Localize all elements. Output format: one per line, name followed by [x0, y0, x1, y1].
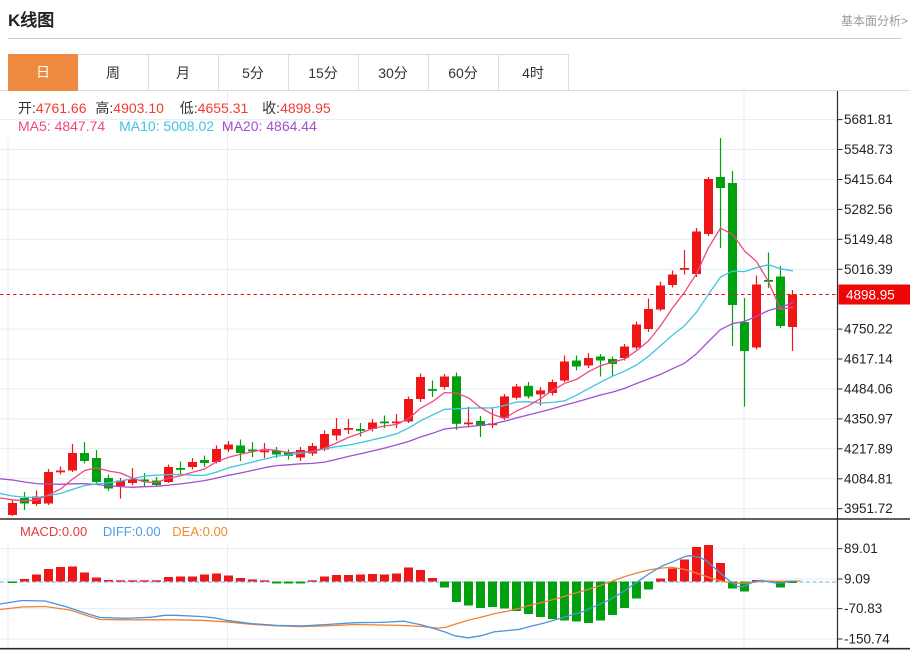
svg-text:89.01: 89.01: [844, 541, 878, 556]
svg-text:4750.22: 4750.22: [844, 322, 893, 337]
svg-text:5681.81: 5681.81: [844, 112, 893, 127]
svg-text:5149.48: 5149.48: [844, 232, 893, 247]
svg-text:5282.56: 5282.56: [844, 202, 893, 217]
svg-text:4350.97: 4350.97: [844, 411, 893, 426]
svg-text:3951.72: 3951.72: [844, 501, 893, 516]
svg-text:4898.95: 4898.95: [846, 288, 895, 303]
svg-text:5548.73: 5548.73: [844, 142, 893, 157]
svg-text:4084.81: 4084.81: [844, 471, 893, 486]
svg-text:4617.14: 4617.14: [844, 352, 893, 367]
svg-text:5415.64: 5415.64: [844, 172, 893, 187]
svg-text:-150.74: -150.74: [844, 632, 890, 647]
svg-text:4484.06: 4484.06: [844, 382, 893, 397]
svg-text:-70.83: -70.83: [844, 601, 882, 616]
svg-text:4217.89: 4217.89: [844, 441, 893, 456]
svg-text:9.09: 9.09: [844, 572, 870, 587]
svg-text:5016.39: 5016.39: [844, 262, 893, 277]
